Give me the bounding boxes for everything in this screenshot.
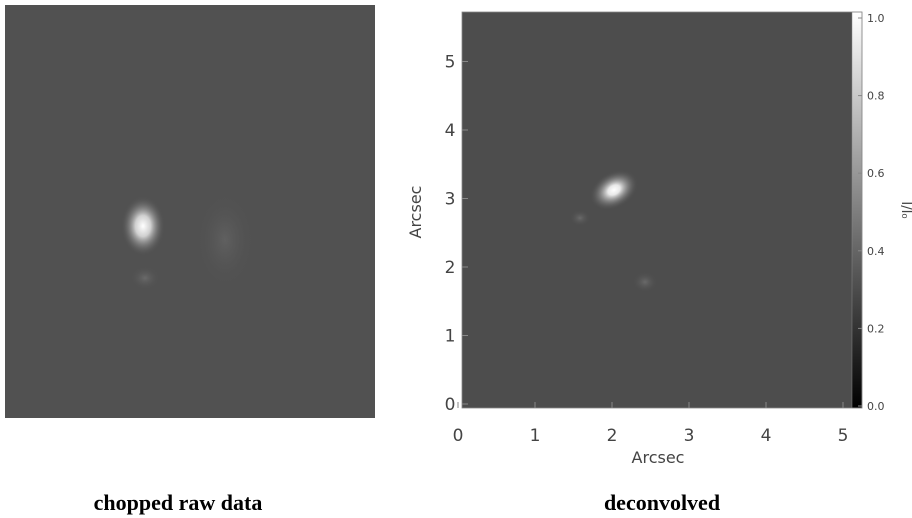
faint-blob (633, 272, 657, 292)
colorbar-tick-label: 0.0 (867, 400, 885, 413)
y-tick-label: 1 (445, 327, 456, 347)
y-axis-label: Arcsec (406, 186, 425, 239)
caption: deconvolved (604, 490, 720, 515)
raw-image (5, 5, 375, 418)
faint-arc (195, 190, 255, 290)
x-tick-label: 5 (838, 426, 849, 446)
y-tick-label: 0 (445, 395, 456, 415)
faint-blob (570, 210, 590, 226)
colorbar-tick-label: 1.0 (867, 12, 885, 25)
x-tick-label: 0 (453, 426, 464, 446)
x-tick-label: 2 (607, 426, 618, 446)
x-tick-label: 3 (684, 426, 695, 446)
y-tick-label: 2 (445, 258, 456, 278)
caption: chopped raw data (94, 490, 263, 515)
colorbar-tick-label: 0.2 (867, 322, 885, 335)
faint-blob (130, 266, 160, 290)
x-tick-label: 1 (530, 426, 541, 446)
x-tick-label: 4 (761, 426, 772, 446)
colorbar-tick-label: 0.8 (867, 90, 885, 103)
colorbar (851, 11, 863, 409)
colorbar-tick-label: 0.4 (867, 245, 885, 258)
source-blob (121, 196, 165, 256)
source-blob (589, 169, 639, 211)
axes-frame (461, 11, 863, 409)
colorbar-label: I/I₀ (898, 201, 912, 218)
deconvolved-image (462, 12, 852, 408)
x-axis-label: Arcsec (632, 448, 685, 467)
colorbar-tick-label: 0.6 (867, 167, 885, 180)
y-tick-label: 3 (445, 190, 456, 210)
y-tick-label: 5 (445, 53, 456, 73)
y-tick-label: 4 (445, 121, 456, 141)
